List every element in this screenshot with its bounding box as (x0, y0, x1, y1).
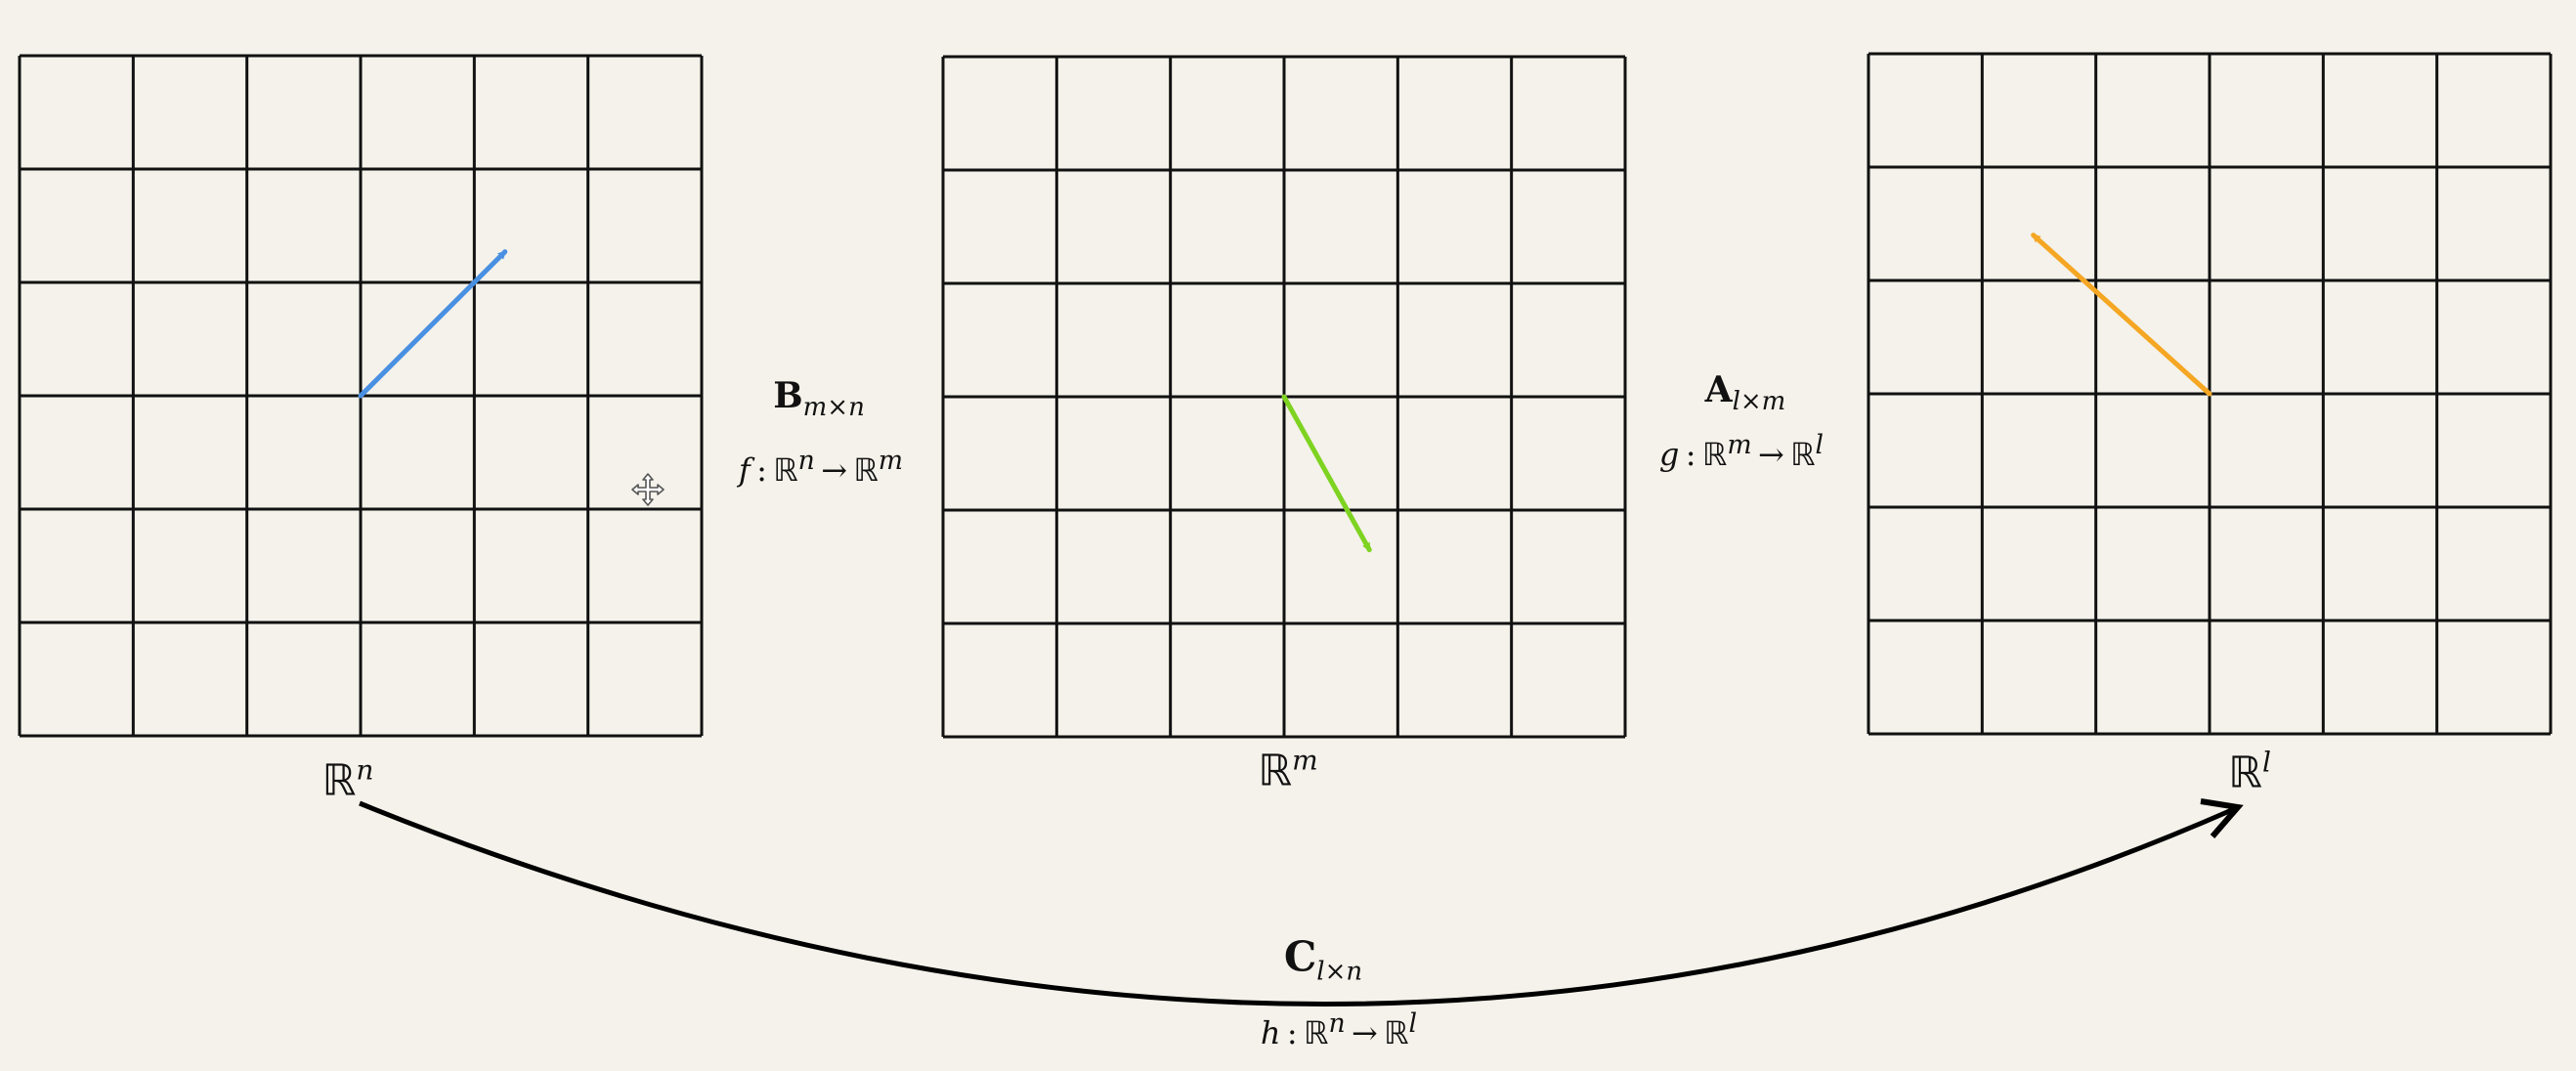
space-label-rm: ℝm (1258, 744, 1318, 796)
map-label-h: h : ℝn → ℝl (1260, 1008, 1418, 1051)
matrix-label-c: Cl×n (1283, 932, 1363, 987)
green-vector (1281, 394, 1372, 553)
map-label-g: g : ℝm → ℝl (1658, 430, 1825, 473)
space-label-rl: ℝl (2228, 746, 2271, 798)
matrix-label-b: Bm×n (773, 374, 865, 423)
move-cursor-icon (631, 473, 665, 506)
space-label-rn: ℝn (322, 753, 374, 806)
composite-map-arrow (359, 800, 2236, 1007)
blue-vector (358, 249, 508, 399)
map-label-f: f : ℝn → ℝm (738, 446, 904, 489)
grid-rl (1867, 52, 2553, 736)
composite-arrowhead (2200, 798, 2244, 838)
matrix-label-a: Al×m (1704, 368, 1786, 417)
orange-vector (2031, 233, 2212, 397)
grid-rn (18, 54, 704, 738)
